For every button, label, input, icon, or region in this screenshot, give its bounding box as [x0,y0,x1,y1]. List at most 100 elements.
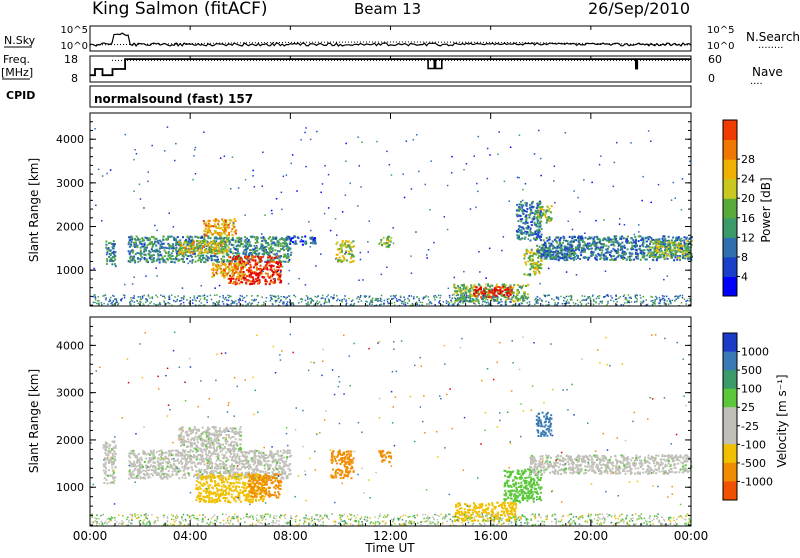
power-cell [252,249,254,251]
power-cell [224,229,226,231]
power-cell [217,259,219,261]
power-cell [532,255,534,257]
power-cell [275,244,277,246]
power-cell [330,296,332,298]
power-cell [488,303,490,305]
power-cell [686,240,688,242]
power-cell [241,296,243,298]
power-cell [297,236,299,238]
power-cell [497,154,499,156]
power-cell [248,260,250,262]
power-cell [262,256,264,258]
power-cell [268,238,270,240]
power-cell [277,256,279,258]
power-cell [357,136,359,138]
power-cell [345,301,347,303]
power-cell [336,295,338,297]
power-cell [478,251,480,253]
power-cell [525,215,527,217]
power-cell [251,236,253,238]
power-data [93,126,693,306]
power-cell [164,249,166,251]
power-cell [596,259,598,261]
power-cell [260,256,262,258]
power-cell [179,300,181,302]
power-cell [222,272,224,274]
power-cell [260,237,262,239]
power-cell [156,249,158,251]
power-cell [522,297,524,299]
power-cell [501,301,503,303]
power-cell [106,254,108,256]
power-cell [280,248,282,250]
power-cell [549,208,551,210]
power-cell [194,253,196,255]
power-cell [597,253,599,255]
power-cell [209,249,211,251]
power-cell [244,214,246,216]
power-cell [241,267,243,269]
power-cell [186,299,188,301]
power-cell [558,259,560,261]
power-cell [243,246,245,248]
power-cell [636,252,638,254]
power-cell [492,296,494,298]
power-cell [548,216,550,218]
power-cell [466,163,468,165]
power-cell [248,239,250,241]
power-cell [223,297,225,299]
velocity-cell [220,460,222,462]
colorbar-swatch [723,237,737,257]
power-cell [548,220,550,222]
power-cell [621,304,623,306]
power-cell [357,205,359,207]
power-cell [537,225,539,227]
power-cell [388,236,390,238]
power-cell [200,261,202,263]
nsky-label: N.Sky [4,34,36,47]
power-cell [413,298,415,300]
power-cell [204,295,206,297]
power-cell [201,259,203,261]
power-cell [245,301,247,303]
power-cell [175,143,177,145]
power-cell [269,283,271,285]
power-cell [130,303,132,305]
power-cell [249,302,251,304]
power-cell [418,298,420,300]
power-cell [452,294,454,296]
power-cell [428,303,430,305]
power-cell [522,189,524,191]
power-cell [285,255,287,257]
power-cell [596,244,598,246]
power-cell [269,251,271,253]
power-cell [185,239,187,241]
power-cell [533,216,535,218]
power-cell [212,250,214,252]
velocity-cell [248,468,250,470]
power-cell [530,211,532,213]
power-cell [259,272,261,274]
power-cell [202,245,204,247]
power-cell [378,298,380,300]
power-cell [388,303,390,305]
power-cell [238,279,240,281]
power-cell [599,295,601,297]
power-cell [98,303,100,305]
power-cell [182,236,184,238]
power-cell [390,295,392,297]
power-cell [368,251,370,253]
power-cell [291,163,293,165]
power-cell [207,243,209,245]
power-cell [626,238,628,240]
power-cell [559,252,561,254]
power-cell [271,295,273,297]
power-cell [249,244,251,246]
power-cell [612,243,614,245]
power-cell [162,296,164,298]
power-cell [475,300,477,302]
power-cell [569,254,571,256]
power-cell [263,266,265,268]
power-cell [591,237,593,239]
power-cell [689,161,691,163]
